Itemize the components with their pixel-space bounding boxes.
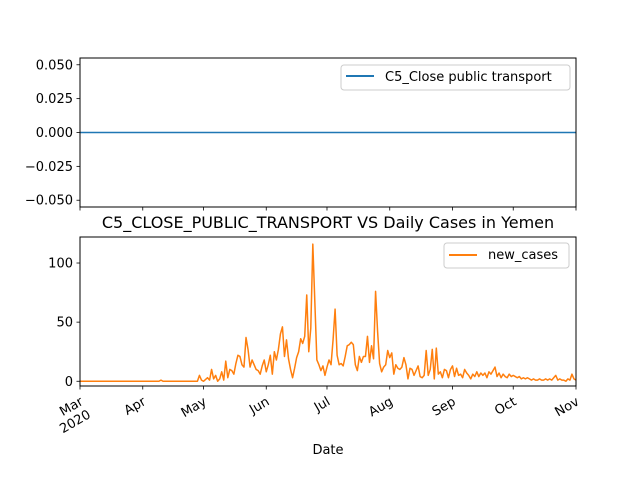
bottom-legend: new_cases	[443, 242, 570, 269]
chart-title: C5_CLOSE_PUBLIC_TRANSPORT VS Daily Cases…	[102, 213, 554, 233]
series-line-new-cases	[80, 243, 577, 383]
y-tick-label: −0.025	[25, 160, 73, 175]
y-tick-label: −0.050	[25, 194, 73, 209]
x-axis-label: Date	[312, 443, 343, 458]
y-tick-label: 0.050	[36, 58, 73, 73]
top-x-axis-ticks	[79, 207, 577, 211]
y-tick-label: 0.025	[36, 92, 73, 107]
bottom-legend-label: new_cases	[488, 248, 558, 263]
top-y-axis: 0.050 0.025 0.000 −0.025 −0.050	[25, 58, 80, 209]
bottom-y-axis: 0 50 100	[48, 257, 80, 390]
top-legend-label: C5_Close public transport	[385, 70, 552, 85]
y-tick-label: 0.000	[36, 126, 73, 141]
top-legend: C5_Close public transport	[340, 64, 571, 91]
bottom-plot-frame	[79, 236, 577, 387]
y-tick-label: 50	[56, 316, 73, 331]
top-legend-box	[340, 64, 571, 91]
bottom-plot-lines	[80, 243, 577, 383]
x-tick-label: Jul	[311, 394, 333, 415]
bottom-legend-box	[443, 242, 570, 269]
top-subplot: 0.050 0.025 0.000 −0.025 −0.050 C5_Close pub…	[25, 57, 577, 211]
y-tick-label: 0	[65, 375, 73, 390]
y-tick-label: 100	[48, 257, 73, 272]
